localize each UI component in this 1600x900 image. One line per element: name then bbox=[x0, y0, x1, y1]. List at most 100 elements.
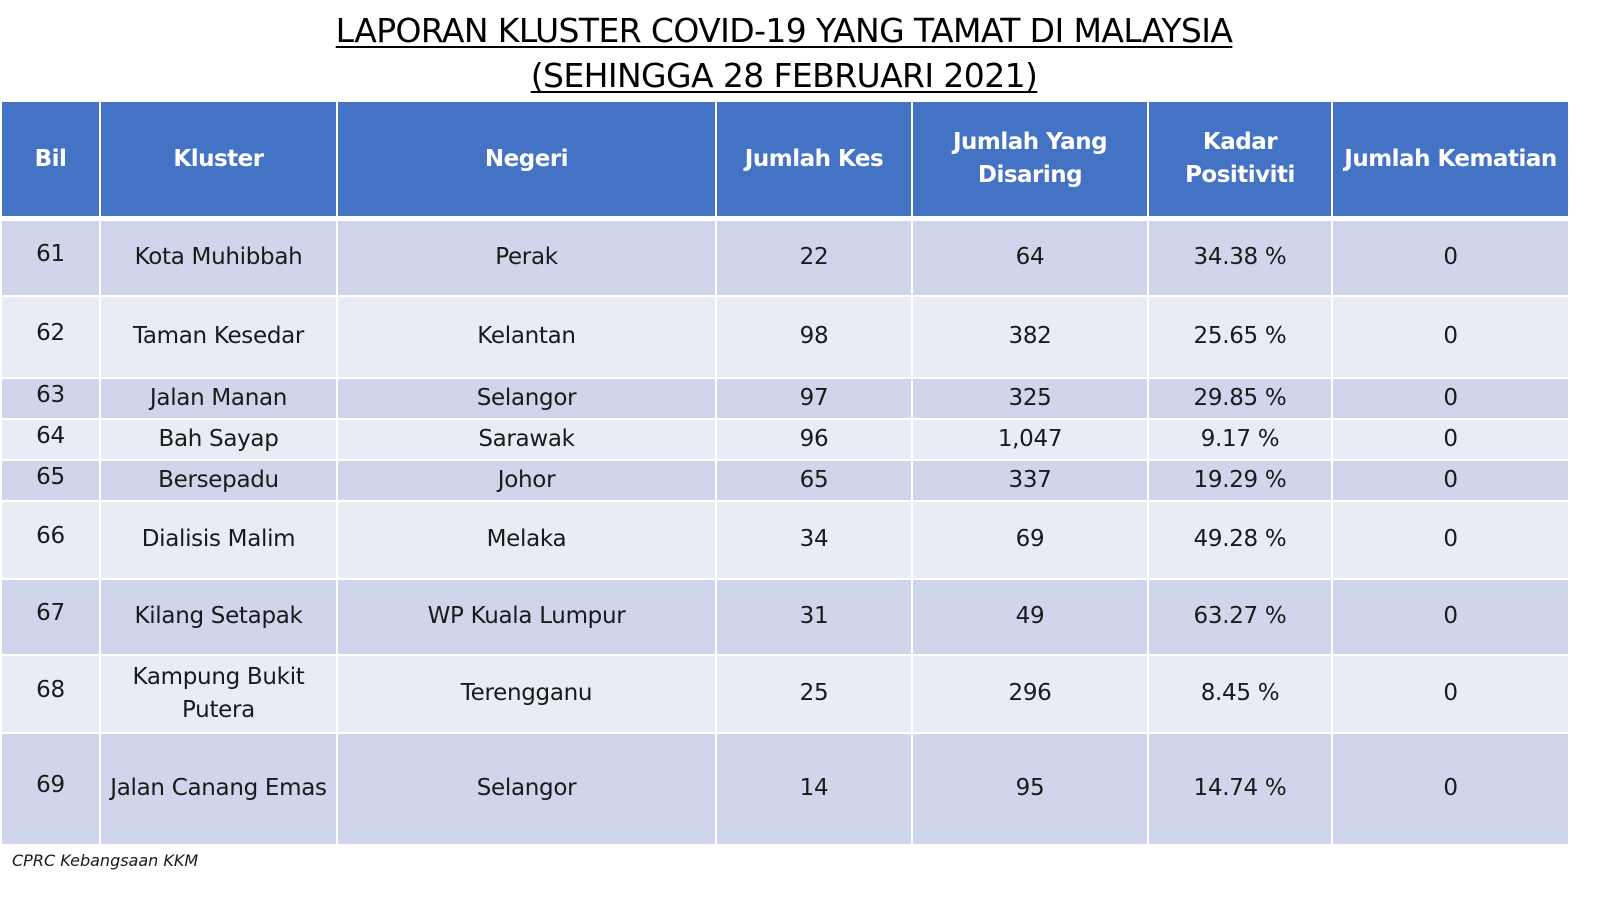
cell-bil-text: 65 bbox=[36, 463, 65, 490]
cell-bil: 69 bbox=[0, 731, 101, 846]
header-kluster: Kluster bbox=[99, 100, 338, 221]
header-negeri: Negeri bbox=[336, 100, 717, 221]
table-row: 61 Kota Muhibbah Perak 22 64 34.38 % 0 bbox=[0, 217, 1570, 297]
cluster-report-table: Bil Kluster Negeri Jumlah Kes Jumlah Yan… bbox=[0, 100, 1570, 846]
cell-jumlah-disaring: 337 bbox=[911, 458, 1149, 502]
cell-bil: 65 bbox=[0, 458, 101, 502]
cell-negeri: WP Kuala Lumpur bbox=[336, 577, 717, 656]
cell-bil-text: 69 bbox=[36, 772, 65, 798]
cell-jumlah-kematian: 0 bbox=[1331, 653, 1570, 734]
cell-kluster: Kampung Bukit Putera bbox=[99, 653, 338, 734]
table-row: 62 Taman Kesedar Kelantan 98 382 25.65 %… bbox=[0, 294, 1570, 379]
cell-kluster: Dialisis Malim bbox=[99, 499, 338, 580]
cell-kadar-positiviti: 63.27 % bbox=[1147, 577, 1333, 656]
header-bil: Bil bbox=[0, 100, 101, 221]
cell-bil: 62 bbox=[0, 294, 101, 379]
cell-kluster: Taman Kesedar bbox=[99, 294, 338, 379]
title-text-2: (SEHINGGA 28 FEBRUARI 2021) bbox=[530, 56, 1038, 95]
title-line-2: (SEHINGGA 28 FEBRUARI 2021) bbox=[0, 53, 1568, 98]
cell-bil-text: 67 bbox=[36, 600, 65, 626]
cell-jumlah-disaring: 69 bbox=[911, 499, 1149, 580]
cell-kadar-positiviti: 19.29 % bbox=[1147, 458, 1333, 502]
cell-jumlah-kematian: 0 bbox=[1331, 376, 1570, 420]
cell-kadar-positiviti: 25.65 % bbox=[1147, 294, 1333, 379]
cell-kluster: Jalan Canang Emas bbox=[99, 731, 338, 846]
cell-jumlah-kes: 65 bbox=[715, 458, 913, 502]
cell-kluster: Bersepadu bbox=[99, 458, 338, 502]
cell-jumlah-kematian: 0 bbox=[1331, 417, 1570, 461]
cell-bil-text: 61 bbox=[36, 241, 65, 268]
cell-kadar-positiviti: 34.38 % bbox=[1147, 217, 1333, 297]
cell-kluster-line1: Kampung Bukit bbox=[132, 663, 305, 690]
cell-jumlah-kes: 97 bbox=[715, 376, 913, 420]
cell-negeri: Perak bbox=[336, 217, 717, 297]
cell-jumlah-kematian: 0 bbox=[1331, 499, 1570, 580]
cell-kluster: Kilang Setapak bbox=[99, 577, 338, 656]
cell-bil-text: 66 bbox=[36, 523, 65, 549]
cell-kluster: Jalan Manan bbox=[99, 376, 338, 420]
cell-negeri: Selangor bbox=[336, 376, 717, 420]
cell-jumlah-disaring: 325 bbox=[911, 376, 1149, 420]
cell-negeri: Johor bbox=[336, 458, 717, 502]
table-row: 64 Bah Sayap Sarawak 96 1,047 9.17 % 0 bbox=[0, 417, 1570, 461]
cell-jumlah-kematian: 0 bbox=[1331, 294, 1570, 379]
title-line-1: LAPORAN KLUSTER COVID-19 YANG TAMAT DI M… bbox=[0, 8, 1568, 53]
cell-jumlah-kematian: 0 bbox=[1331, 577, 1570, 656]
page-title: LAPORAN KLUSTER COVID-19 YANG TAMAT DI M… bbox=[0, 8, 1568, 98]
cell-jumlah-disaring: 49 bbox=[911, 577, 1149, 656]
cell-bil: 68 bbox=[0, 653, 101, 734]
cell-bil-text: 62 bbox=[36, 320, 65, 346]
header-jumlah-disaring: Jumlah Yang Disaring bbox=[911, 100, 1149, 221]
table-row: 66 Dialisis Malim Melaka 34 69 49.28 % 0 bbox=[0, 499, 1570, 580]
table-row: 67 Kilang Setapak WP Kuala Lumpur 31 49 … bbox=[0, 577, 1570, 656]
header-jumlah-disaring-line1: Jumlah Yang bbox=[952, 129, 1108, 155]
cell-bil-text: 68 bbox=[36, 677, 65, 703]
cell-bil: 63 bbox=[0, 376, 101, 420]
cell-jumlah-kes: 22 bbox=[715, 217, 913, 297]
cell-negeri: Sarawak bbox=[336, 417, 717, 461]
header-jumlah-kes: Jumlah Kes bbox=[715, 100, 913, 221]
cell-kluster: Kota Muhibbah bbox=[99, 217, 338, 297]
cell-jumlah-kematian: 0 bbox=[1331, 458, 1570, 502]
cell-bil: 64 bbox=[0, 417, 101, 461]
cell-jumlah-disaring: 382 bbox=[911, 294, 1149, 379]
cell-jumlah-disaring: 64 bbox=[911, 217, 1149, 297]
cell-bil: 61 bbox=[0, 217, 101, 297]
table-row: 63 Jalan Manan Selangor 97 325 29.85 % 0 bbox=[0, 376, 1570, 420]
table-row: 69 Jalan Canang Emas Selangor 14 95 14.7… bbox=[0, 731, 1570, 846]
cell-jumlah-kes: 14 bbox=[715, 731, 913, 846]
header-jumlah-kematian: Jumlah Kematian bbox=[1331, 100, 1570, 221]
cell-kadar-positiviti: 49.28 % bbox=[1147, 499, 1333, 580]
cell-jumlah-kematian: 0 bbox=[1331, 731, 1570, 846]
cell-negeri: Kelantan bbox=[336, 294, 717, 379]
cell-kluster: Bah Sayap bbox=[99, 417, 338, 461]
cell-jumlah-disaring: 1,047 bbox=[911, 417, 1149, 461]
table-row: 65 Bersepadu Johor 65 337 19.29 % 0 bbox=[0, 458, 1570, 502]
cell-negeri: Selangor bbox=[336, 731, 717, 846]
table-row: 68 Kampung Bukit Putera Terengganu 25 29… bbox=[0, 653, 1570, 734]
cell-bil-text: 63 bbox=[36, 381, 65, 408]
title-text-1: LAPORAN KLUSTER COVID-19 YANG TAMAT DI M… bbox=[335, 11, 1233, 50]
cell-kadar-positiviti: 8.45 % bbox=[1147, 653, 1333, 734]
cell-negeri: Terengganu bbox=[336, 653, 717, 734]
cell-jumlah-kematian: 0 bbox=[1331, 217, 1570, 297]
header-kadar-line1: Kadar bbox=[1202, 129, 1278, 155]
cell-jumlah-kes: 96 bbox=[715, 417, 913, 461]
table-header-row: Bil Kluster Negeri Jumlah Kes Jumlah Yan… bbox=[0, 100, 1570, 221]
cell-jumlah-disaring: 296 bbox=[911, 653, 1149, 734]
cell-jumlah-kes: 25 bbox=[715, 653, 913, 734]
cell-kluster-line2: Putera bbox=[182, 696, 255, 723]
header-jumlah-disaring-line2: Disaring bbox=[977, 162, 1083, 188]
cell-bil: 67 bbox=[0, 577, 101, 656]
header-kadar-line2: Positiviti bbox=[1185, 162, 1295, 188]
cell-kadar-positiviti: 29.85 % bbox=[1147, 376, 1333, 420]
cell-jumlah-kes: 31 bbox=[715, 577, 913, 656]
cell-negeri: Melaka bbox=[336, 499, 717, 580]
cell-bil: 66 bbox=[0, 499, 101, 580]
cell-jumlah-kes: 98 bbox=[715, 294, 913, 379]
header-kadar-positiviti: Kadar Positiviti bbox=[1147, 100, 1333, 221]
cell-jumlah-disaring: 95 bbox=[911, 731, 1149, 846]
cell-kadar-positiviti: 9.17 % bbox=[1147, 417, 1333, 461]
cell-kadar-positiviti: 14.74 % bbox=[1147, 731, 1333, 846]
cell-bil-text: 64 bbox=[36, 422, 65, 449]
